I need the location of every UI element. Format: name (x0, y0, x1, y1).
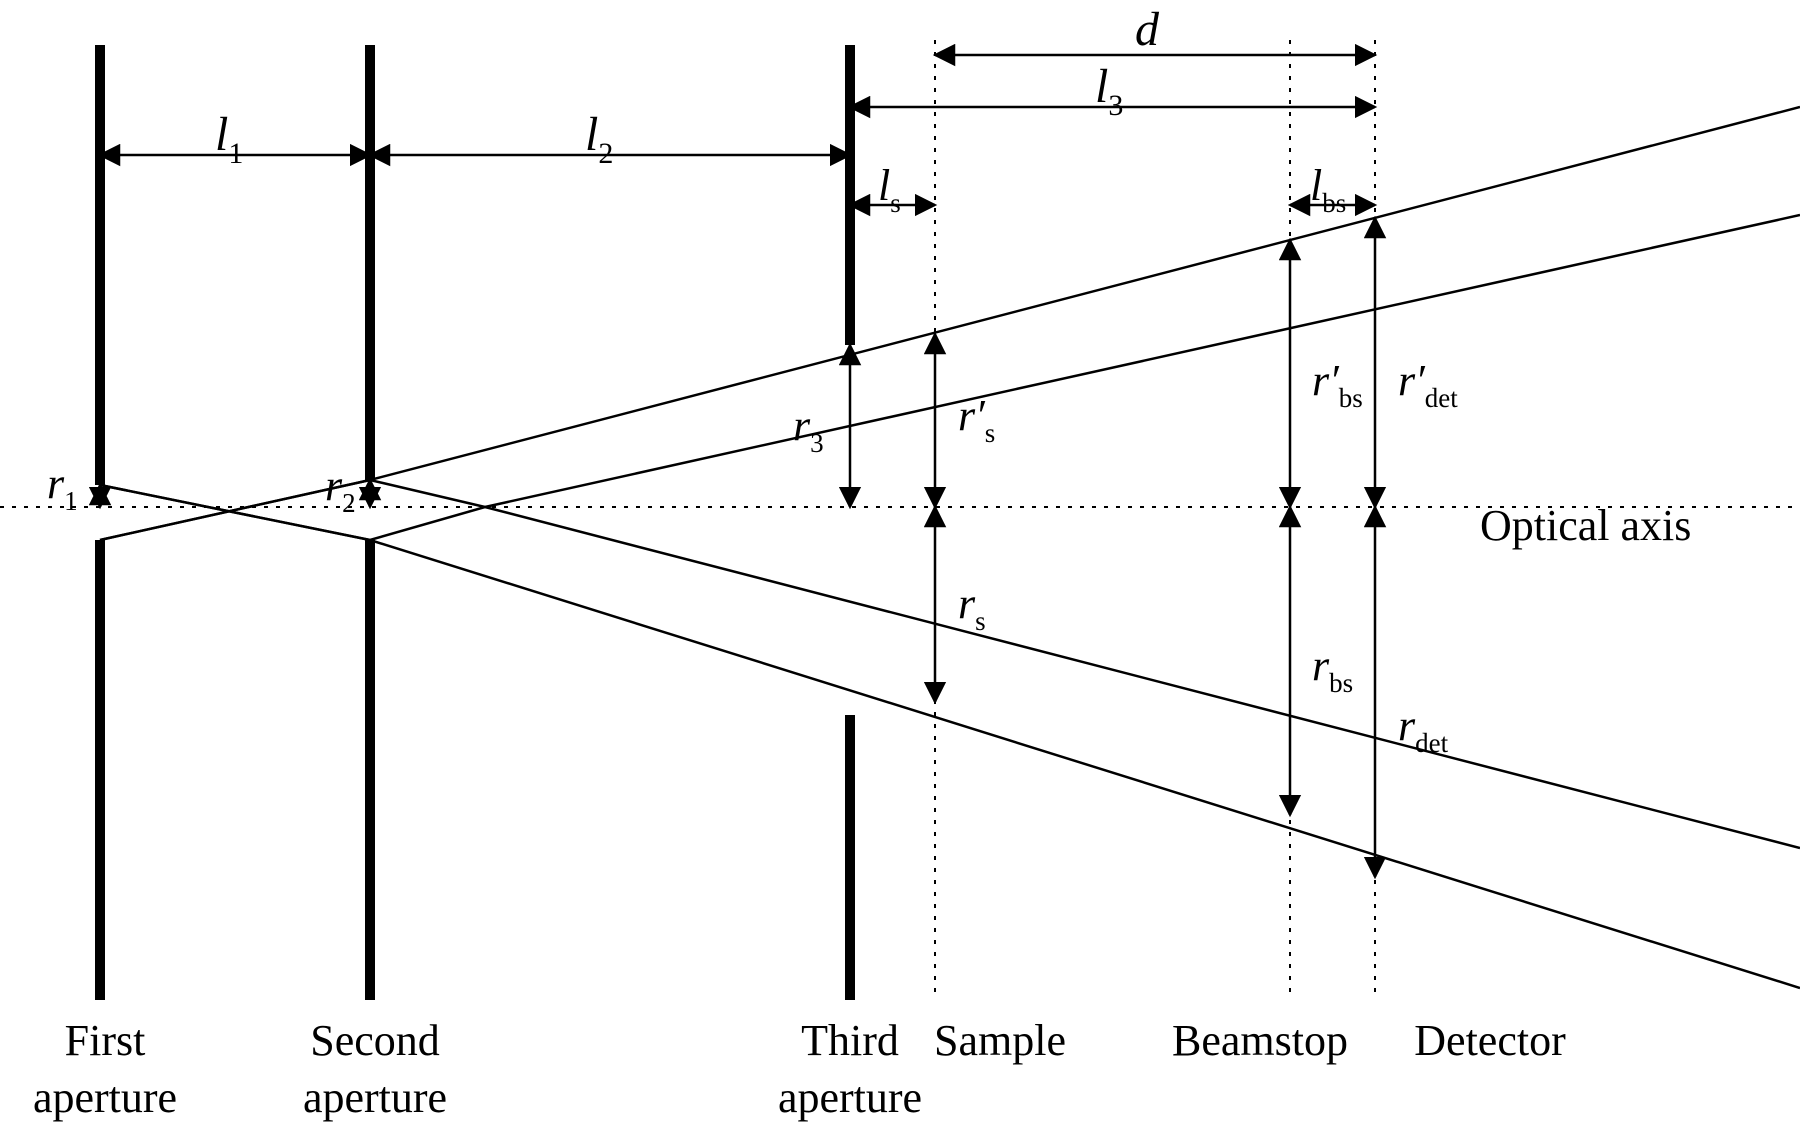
dim-lbs-label: lbs (1310, 161, 1346, 218)
dim-l1-label: l1 (215, 108, 243, 170)
dim-rs_prime-label: r′s (958, 391, 995, 448)
third-aperture-label-1: Third (801, 1016, 899, 1065)
optics-collimation-diagram: dl3 l1 l2 ls lbs r1 r2 r3 r′s rs r′bs rbs r′det rdet O… (0, 0, 1800, 1126)
dim-l3-label: l3 (1095, 60, 1123, 122)
detector-label-1: Detector (1414, 1016, 1566, 1065)
second-aperture-label-2: aperture (303, 1073, 447, 1122)
dim-rbs-label: rbs (1312, 641, 1353, 698)
beamstop-label-1: Beamstop (1172, 1016, 1348, 1065)
dim-r2-label: r2 (325, 461, 356, 518)
dim-d-label: d (1135, 3, 1160, 56)
third-aperture-label-2: aperture (778, 1073, 922, 1122)
second-aperture-label-1: Second (310, 1016, 440, 1065)
dim-rdet-label: rdet (1398, 701, 1449, 758)
first-aperture-label-1: First (65, 1016, 146, 1065)
dim-rs-label: rs (958, 579, 986, 636)
first-aperture-label-2: aperture (33, 1073, 177, 1122)
optical-axis-label: Optical axis (1480, 501, 1691, 550)
sample-label-1: Sample (934, 1016, 1066, 1065)
ray-upper-outer (100, 107, 1800, 540)
dim-r3-label: r3 (793, 401, 824, 458)
dim-rbs_prime-label: r′bs (1312, 356, 1363, 413)
dim-rdet_prime-label: r′det (1398, 356, 1458, 413)
ray-lower-outer (100, 485, 1800, 988)
dim-r1-label: r1 (47, 459, 78, 516)
dim-ls-label: ls (878, 161, 901, 218)
dim-l2-label: l2 (585, 108, 613, 170)
